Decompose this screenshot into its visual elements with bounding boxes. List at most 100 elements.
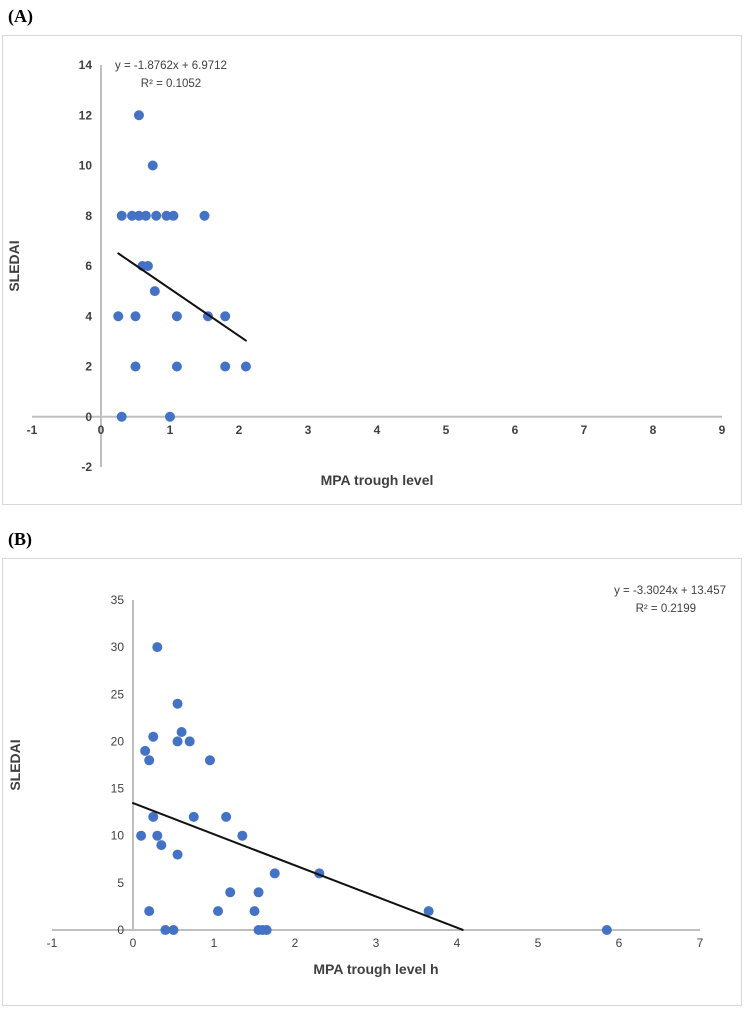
panel-a-label: (A) [8, 6, 33, 26]
x-tick-label: 1 [211, 936, 218, 950]
x-tick-label: 5 [535, 936, 542, 950]
y-axis-title: SLEDAI [7, 739, 23, 790]
y-tick-label: 20 [111, 734, 125, 748]
y-tick-label: 6 [85, 259, 92, 273]
y-tick-label: 0 [85, 410, 92, 424]
x-tick-label: 9 [719, 423, 726, 437]
data-point [220, 361, 231, 372]
panel-a-chart-box: -1 0 1 2 3 4 5 6 7 8 9 -2 0 2 4 6 8 10 12 14 MPA trough leve… [2, 35, 742, 505]
x-tick-label: 3 [373, 936, 380, 950]
x-tick-label: 8 [650, 423, 657, 437]
x-tick-label: 0 [98, 423, 105, 437]
panel-b-chart-box: -1 0 1 2 3 4 5 6 7 0 5 10 15 20 25 30 35 MPA trough level… [2, 558, 742, 1006]
y-tick-label: 30 [111, 640, 125, 654]
data-point [151, 210, 162, 221]
data-point [240, 361, 251, 372]
x-tick-label: 3 [305, 423, 312, 437]
data-point [144, 906, 155, 917]
data-point [171, 311, 182, 322]
data-point [116, 411, 127, 422]
x-tick-label: 5 [443, 423, 450, 437]
data-point [147, 160, 158, 171]
data-point [249, 906, 260, 917]
y-tick-label: 8 [85, 209, 92, 223]
x-tick-label: 0 [130, 936, 137, 950]
panel-b-scatter-chart: -1 0 1 2 3 4 5 6 7 0 5 10 15 20 25 30 35 MPA trough level… [7, 585, 726, 977]
y-tick-label: 5 [117, 876, 124, 890]
x-axis-title: MPA trough level h [313, 961, 438, 977]
trendline-equation-label: y = -3.3024x + 13.457 [614, 585, 726, 597]
x-tick-label: -1 [47, 936, 58, 950]
data-point [601, 925, 612, 935]
y-axis-title: SLEDAI [6, 240, 22, 291]
data-point [220, 311, 231, 322]
data-point [199, 210, 210, 221]
data-point [160, 925, 171, 935]
data-point [136, 830, 147, 841]
panel-b-label: (B) [8, 529, 32, 549]
trendline [132, 802, 464, 931]
data-point [142, 261, 153, 271]
data-point [165, 411, 175, 422]
data-point [133, 210, 144, 221]
data-point [130, 311, 141, 322]
data-point [221, 811, 232, 822]
x-tick-label: 4 [374, 423, 381, 437]
data-point [184, 736, 195, 747]
data-point [253, 887, 264, 898]
r-squared-label: R² = 0.2199 [636, 603, 696, 615]
data-point [172, 849, 183, 860]
data-point [148, 731, 159, 742]
trendline-equation-label: y = -1.8762x + 6.9712 [115, 60, 227, 72]
data-point [176, 727, 187, 737]
data-point [237, 830, 248, 841]
x-tick-label: 4 [454, 936, 461, 950]
data-point [133, 110, 144, 121]
x-tick-label: 7 [697, 936, 704, 950]
y-tick-label: 0 [117, 923, 124, 937]
x-tick-label: 7 [581, 423, 588, 437]
x-tick-label: 6 [616, 936, 623, 950]
data-point [152, 830, 163, 841]
y-tick-label: 4 [85, 309, 92, 323]
data-point [152, 642, 163, 653]
y-tick-label: 25 [111, 687, 125, 701]
data-point [156, 840, 167, 851]
data-point [225, 887, 236, 898]
data-point [116, 210, 127, 221]
x-tick-label: 1 [167, 423, 174, 437]
data-point [168, 925, 179, 935]
data-point [168, 210, 179, 221]
data-point [140, 210, 151, 221]
y-tick-label: 10 [79, 159, 93, 173]
data-point [269, 868, 280, 879]
data-point [161, 210, 172, 221]
data-point [144, 755, 155, 766]
data-point [127, 210, 138, 221]
data-point [140, 745, 151, 756]
y-tick-label: 15 [111, 782, 125, 796]
data-point [204, 755, 215, 766]
x-tick-label: 2 [292, 936, 299, 950]
data-point [261, 925, 272, 935]
data-point [172, 698, 183, 709]
data-point [130, 361, 141, 372]
data-point [149, 286, 160, 297]
y-tick-label: 12 [79, 108, 93, 122]
y-tick-label: 35 [111, 593, 125, 607]
y-tick-label: 2 [85, 360, 92, 374]
y-tick-label: -2 [81, 460, 92, 474]
data-point [213, 906, 224, 917]
x-tick-label: 6 [512, 423, 519, 437]
data-point [188, 811, 199, 822]
y-tick-label: 14 [79, 58, 93, 72]
x-tick-label: -1 [27, 423, 38, 437]
r-squared-label: R² = 0.1052 [141, 78, 201, 90]
data-point [148, 811, 159, 822]
x-axis-title: MPA trough level [321, 472, 434, 488]
data-point [113, 311, 124, 322]
trendline [117, 252, 247, 342]
data-point [423, 906, 434, 917]
